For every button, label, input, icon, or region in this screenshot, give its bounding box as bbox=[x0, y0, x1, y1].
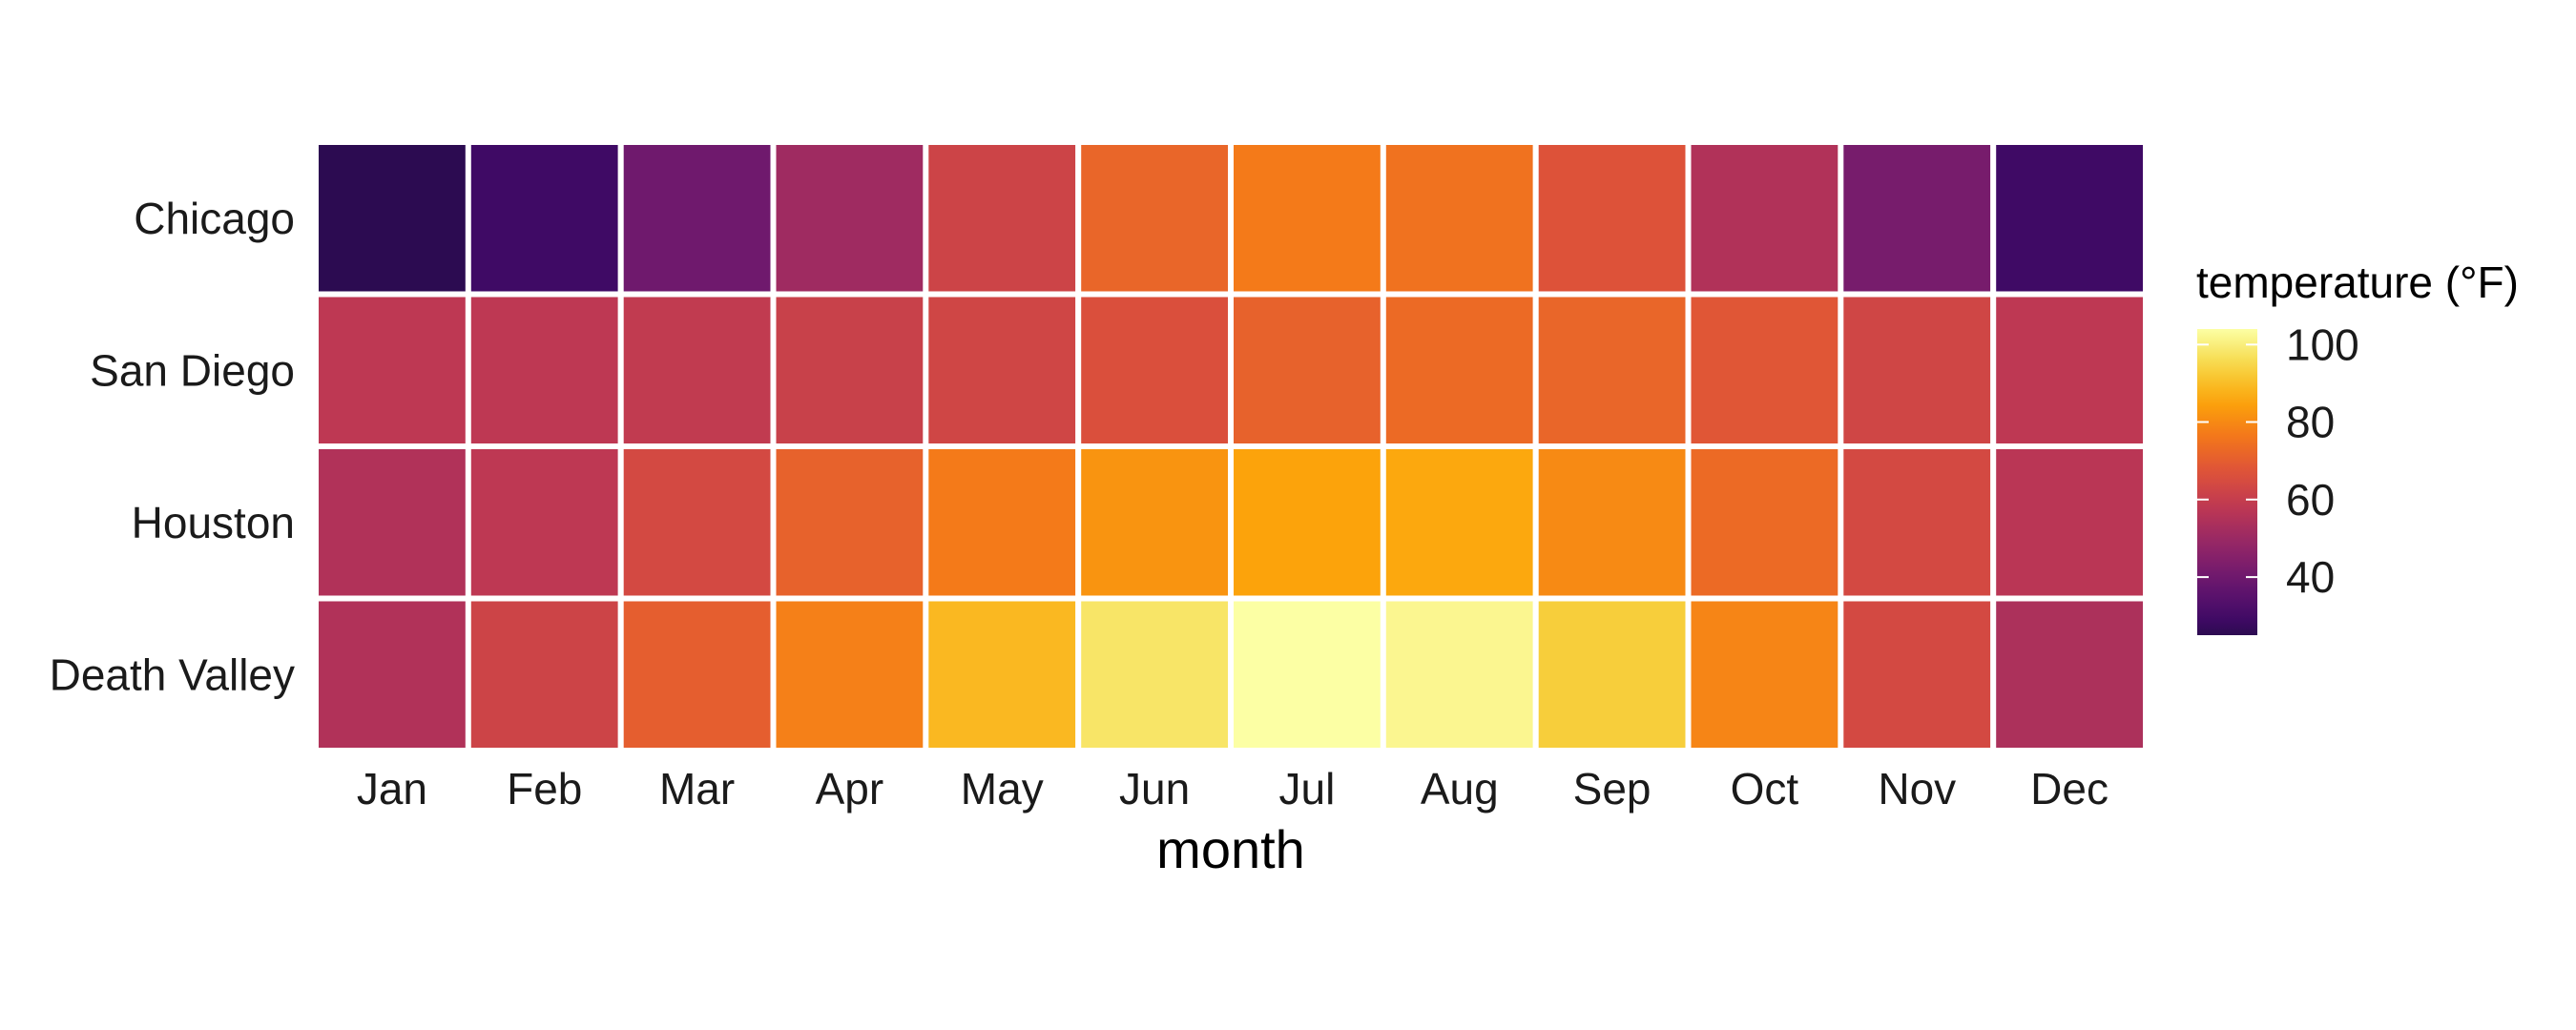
heatmap-cell-chicago-jan bbox=[319, 145, 466, 292]
heatmap-cell-san-diego-dec bbox=[1996, 297, 2143, 443]
heatmap-cell-death-valley-jun bbox=[1081, 601, 1228, 748]
heatmap-cell-san-diego-apr bbox=[776, 297, 924, 443]
heatmap-cell-houston-sep bbox=[1538, 449, 1686, 596]
heatmap-cell-death-valley-feb bbox=[470, 601, 618, 748]
heatmap-cell-houston-feb bbox=[470, 449, 618, 596]
heatmap-cell-san-diego-oct bbox=[1691, 297, 1839, 443]
y-tick-label: Houston bbox=[132, 498, 295, 547]
heatmap-cell-death-valley-sep bbox=[1538, 601, 1686, 748]
heatmap-cell-houston-apr bbox=[776, 449, 924, 596]
heatmap-cell-san-diego-aug bbox=[1385, 297, 1533, 443]
legend-tick-label: 40 bbox=[2286, 552, 2335, 602]
heatmap-cell-san-diego-jan bbox=[319, 297, 466, 443]
x-tick-label: Nov bbox=[1878, 764, 1956, 814]
heatmap-cell-houston-nov bbox=[1843, 449, 1991, 596]
heatmap-cell-death-valley-may bbox=[928, 601, 1076, 748]
x-tick-label: Sep bbox=[1573, 764, 1652, 814]
heatmap-cell-chicago-nov bbox=[1843, 145, 1991, 292]
heatmap-cell-chicago-dec bbox=[1996, 145, 2143, 292]
heatmap-cell-chicago-aug bbox=[1385, 145, 1533, 292]
x-tick-label: May bbox=[961, 764, 1044, 814]
heatmap-cells bbox=[319, 145, 2143, 748]
x-axis-labels: Jan Feb Mar Apr May Jun Jul Aug Sep Oct Nov Dec bbox=[357, 764, 2109, 814]
heatmap-cell-chicago-jun bbox=[1081, 145, 1228, 292]
x-tick-label: Dec bbox=[2030, 764, 2109, 814]
x-tick-label: Aug bbox=[1421, 764, 1499, 814]
heatmap-cell-san-diego-may bbox=[928, 297, 1076, 443]
heatmap-cell-death-valley-mar bbox=[623, 601, 771, 748]
heatmap-cell-san-diego-feb bbox=[470, 297, 618, 443]
heatmap-cell-chicago-feb bbox=[470, 145, 618, 292]
x-tick-label: Mar bbox=[659, 764, 735, 814]
heatmap-cell-chicago-apr bbox=[776, 145, 924, 292]
legend-title: temperature (°F) bbox=[2196, 258, 2519, 307]
x-axis-title: month bbox=[1156, 819, 1305, 879]
y-tick-label: Chicago bbox=[134, 194, 295, 243]
legend-tick-label: 60 bbox=[2286, 475, 2335, 525]
heatmap-cell-san-diego-jun bbox=[1081, 297, 1228, 443]
x-tick-label: Feb bbox=[507, 764, 582, 814]
heatmap-cell-death-valley-dec bbox=[1996, 601, 2143, 748]
heatmap-cell-death-valley-nov bbox=[1843, 601, 1991, 748]
x-tick-label: Jan bbox=[357, 764, 427, 814]
heatmap-cell-death-valley-jan bbox=[319, 601, 466, 748]
legend-tick-label: 80 bbox=[2286, 398, 2335, 447]
x-tick-label: Jun bbox=[1119, 764, 1190, 814]
heatmap-cell-houston-oct bbox=[1691, 449, 1839, 596]
heatmap-cell-san-diego-nov bbox=[1843, 297, 1991, 443]
heatmap-cell-death-valley-oct bbox=[1691, 601, 1839, 748]
heatmap-cell-chicago-may bbox=[928, 145, 1076, 292]
heatmap-cell-chicago-oct bbox=[1691, 145, 1839, 292]
heatmap-cell-san-diego-jul bbox=[1234, 297, 1381, 443]
heatmap-cell-houston-jan bbox=[319, 449, 466, 596]
x-tick-label: Jul bbox=[1279, 764, 1336, 814]
heatmap-cell-death-valley-apr bbox=[776, 601, 924, 748]
y-tick-label: San Diego bbox=[90, 345, 295, 395]
heatmap-cell-houston-aug bbox=[1385, 449, 1533, 596]
x-tick-label: Oct bbox=[1731, 764, 1799, 814]
heatmap-cell-houston-jun bbox=[1081, 449, 1228, 596]
heatmap-cell-chicago-mar bbox=[623, 145, 771, 292]
color-legend: temperature (°F) 40 60 80 100 bbox=[2196, 258, 2519, 635]
heatmap-cell-death-valley-jul bbox=[1234, 601, 1381, 748]
heatmap-cell-houston-may bbox=[928, 449, 1076, 596]
heatmap-cell-san-diego-sep bbox=[1538, 297, 1686, 443]
y-axis-labels: Chicago San Diego Houston Death Valley bbox=[50, 194, 295, 700]
heatmap-cell-houston-dec bbox=[1996, 449, 2143, 596]
legend-tick-label: 100 bbox=[2286, 319, 2359, 369]
heatmap-cell-san-diego-mar bbox=[623, 297, 771, 443]
heatmap-cell-chicago-jul bbox=[1234, 145, 1381, 292]
legend-colorbar bbox=[2197, 329, 2257, 635]
y-tick-label: Death Valley bbox=[50, 649, 295, 699]
heatmap-cell-houston-jul bbox=[1234, 449, 1381, 596]
heatmap-cell-houston-mar bbox=[623, 449, 771, 596]
heatmap-cell-chicago-sep bbox=[1538, 145, 1686, 292]
heatmap-cell-death-valley-aug bbox=[1385, 601, 1533, 748]
x-tick-label: Apr bbox=[816, 764, 884, 814]
